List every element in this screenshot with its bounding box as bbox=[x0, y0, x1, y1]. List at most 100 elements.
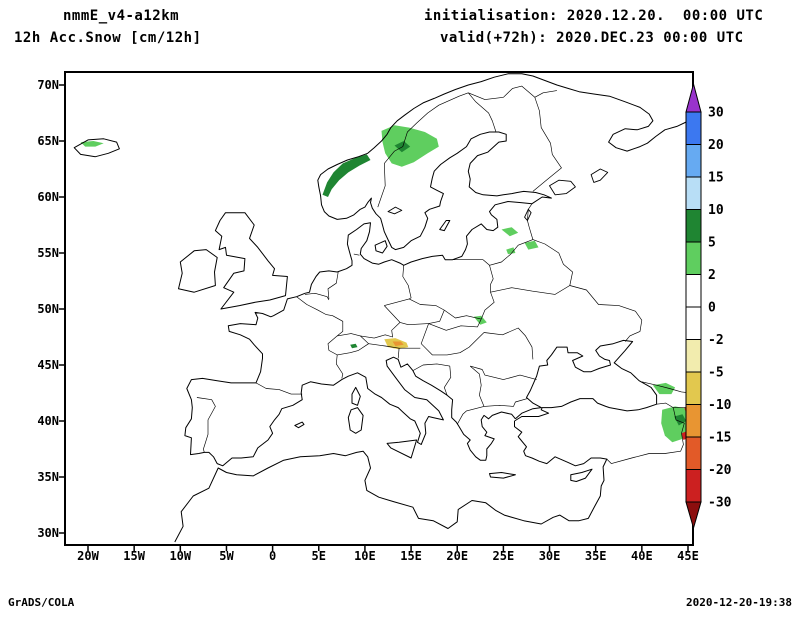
country-border bbox=[468, 92, 497, 133]
colorbar-label: 30 bbox=[708, 106, 724, 121]
snow-patch-georgia-caucasus bbox=[652, 382, 676, 395]
colorbar-segment bbox=[685, 469, 702, 503]
country-border bbox=[428, 309, 445, 324]
lon-tick-label: 20W bbox=[77, 549, 99, 563]
country-border bbox=[456, 406, 485, 425]
lat-tick-label: 60N bbox=[37, 190, 59, 204]
colorbar-segment bbox=[685, 176, 702, 210]
lon-tick-label: 25E bbox=[492, 549, 515, 563]
colorbar-label: 5 bbox=[708, 236, 716, 251]
europe-map bbox=[59, 71, 694, 551]
snow-patch-carpathians bbox=[473, 315, 487, 325]
lon-tick-label: 45E bbox=[677, 549, 699, 563]
lat-tick-label: 35N bbox=[37, 470, 59, 484]
country-border bbox=[304, 292, 330, 301]
colorbar-segment bbox=[685, 339, 702, 373]
colorbar-label: -5 bbox=[708, 366, 724, 381]
lon-tick-label: 35E bbox=[584, 549, 607, 563]
lon-tick-label: 40E bbox=[631, 549, 653, 563]
country-border bbox=[428, 318, 482, 331]
country-border bbox=[483, 327, 534, 360]
colorbar-label: -15 bbox=[708, 431, 731, 446]
coastline bbox=[174, 421, 608, 543]
colorbar-segment bbox=[685, 306, 702, 340]
country-border bbox=[402, 265, 412, 300]
island-coastline bbox=[214, 212, 288, 310]
lat-tick-label: 65N bbox=[37, 134, 59, 148]
country-border bbox=[399, 322, 429, 326]
lake-outline bbox=[387, 206, 403, 215]
colorbar-top-triangle bbox=[685, 82, 702, 113]
island-coastline bbox=[178, 249, 218, 293]
country-border bbox=[327, 271, 339, 299]
lon-tick-label: 10E bbox=[354, 549, 376, 563]
snow-patch-swiss-alps-spot bbox=[350, 343, 358, 349]
country-border bbox=[360, 322, 401, 339]
colorbar-bottom-triangle bbox=[685, 501, 702, 530]
country-border bbox=[468, 85, 536, 100]
creation-timestamp: 2020-12-20-19:38 bbox=[686, 596, 792, 609]
lon-tick-label: 15E bbox=[400, 549, 422, 563]
colorbar-label: 0 bbox=[708, 301, 716, 316]
colorbar-segment bbox=[685, 111, 702, 145]
lon-tick-label: 20E bbox=[446, 549, 469, 563]
colorbar-segment bbox=[685, 241, 702, 275]
colorbar-segment bbox=[685, 144, 702, 178]
colorbar-label: 20 bbox=[708, 138, 724, 153]
island-coastline bbox=[374, 240, 388, 254]
snow-patch-central-scandinavia bbox=[381, 125, 439, 167]
colorbar-label: -20 bbox=[708, 463, 732, 478]
country-border bbox=[327, 333, 369, 356]
colorbar-segment bbox=[685, 436, 702, 470]
country-border bbox=[470, 365, 537, 380]
country-border bbox=[412, 363, 452, 396]
colorbar-label: 15 bbox=[708, 171, 724, 186]
country-border bbox=[420, 323, 485, 356]
colorbar-segment bbox=[685, 404, 702, 438]
model-name: nmmE_v4-a12km bbox=[63, 8, 180, 24]
colorbar-label: 10 bbox=[708, 203, 724, 218]
island-coastline bbox=[294, 421, 305, 429]
country-border bbox=[641, 381, 691, 394]
grads-credit: GrADS/COLA bbox=[8, 596, 75, 609]
lat-tick-label: 55N bbox=[37, 246, 59, 260]
snow-patch-baltic-patch-3 bbox=[506, 247, 516, 255]
snow-patch-iceland-coast bbox=[80, 141, 104, 147]
colorbar-label: -30 bbox=[708, 496, 732, 511]
lake-outline bbox=[524, 208, 532, 221]
country-border bbox=[532, 239, 573, 286]
snow-patch-austrian-alps-core bbox=[392, 341, 404, 346]
lake-outline bbox=[549, 179, 576, 196]
initialisation-time: initialisation: 2020.12.20. 00:00 UTC bbox=[424, 8, 764, 24]
country-border bbox=[368, 343, 421, 349]
country-border bbox=[384, 305, 401, 323]
island-coastline bbox=[570, 468, 593, 482]
country-border bbox=[480, 259, 495, 320]
lake-outline bbox=[590, 168, 609, 183]
country-border bbox=[196, 397, 216, 453]
lon-tick-label: 5E bbox=[311, 549, 326, 563]
country-border bbox=[444, 309, 482, 320]
country-border bbox=[335, 354, 344, 379]
lat-tick-label: 30N bbox=[37, 526, 59, 540]
lon-tick-label: 10W bbox=[169, 549, 192, 563]
snow-patch-norway-west-coast bbox=[322, 154, 371, 197]
lon-tick-label: 5W bbox=[219, 549, 234, 563]
island-coastline bbox=[347, 407, 364, 434]
country-border bbox=[490, 285, 643, 342]
country-border bbox=[384, 298, 445, 311]
country-border bbox=[353, 253, 360, 256]
lon-tick-label: 30E bbox=[538, 549, 561, 563]
valid-time: valid(+72h): 2020.DEC.23 00:00 UTC bbox=[440, 30, 744, 46]
colorbar-label: 2 bbox=[708, 268, 716, 283]
country-border bbox=[397, 348, 400, 359]
country-border bbox=[296, 296, 344, 337]
lat-tick-label: 50N bbox=[37, 302, 59, 316]
snow-patch-baltic-patch-2 bbox=[524, 240, 539, 250]
country-border bbox=[532, 90, 562, 192]
colorbar-label: -2 bbox=[708, 333, 724, 348]
island-coastline bbox=[489, 472, 516, 479]
snow-patch-baltic-patch-1 bbox=[501, 227, 519, 237]
field-title: 12h Acc.Snow [cm/12h] bbox=[14, 30, 202, 46]
